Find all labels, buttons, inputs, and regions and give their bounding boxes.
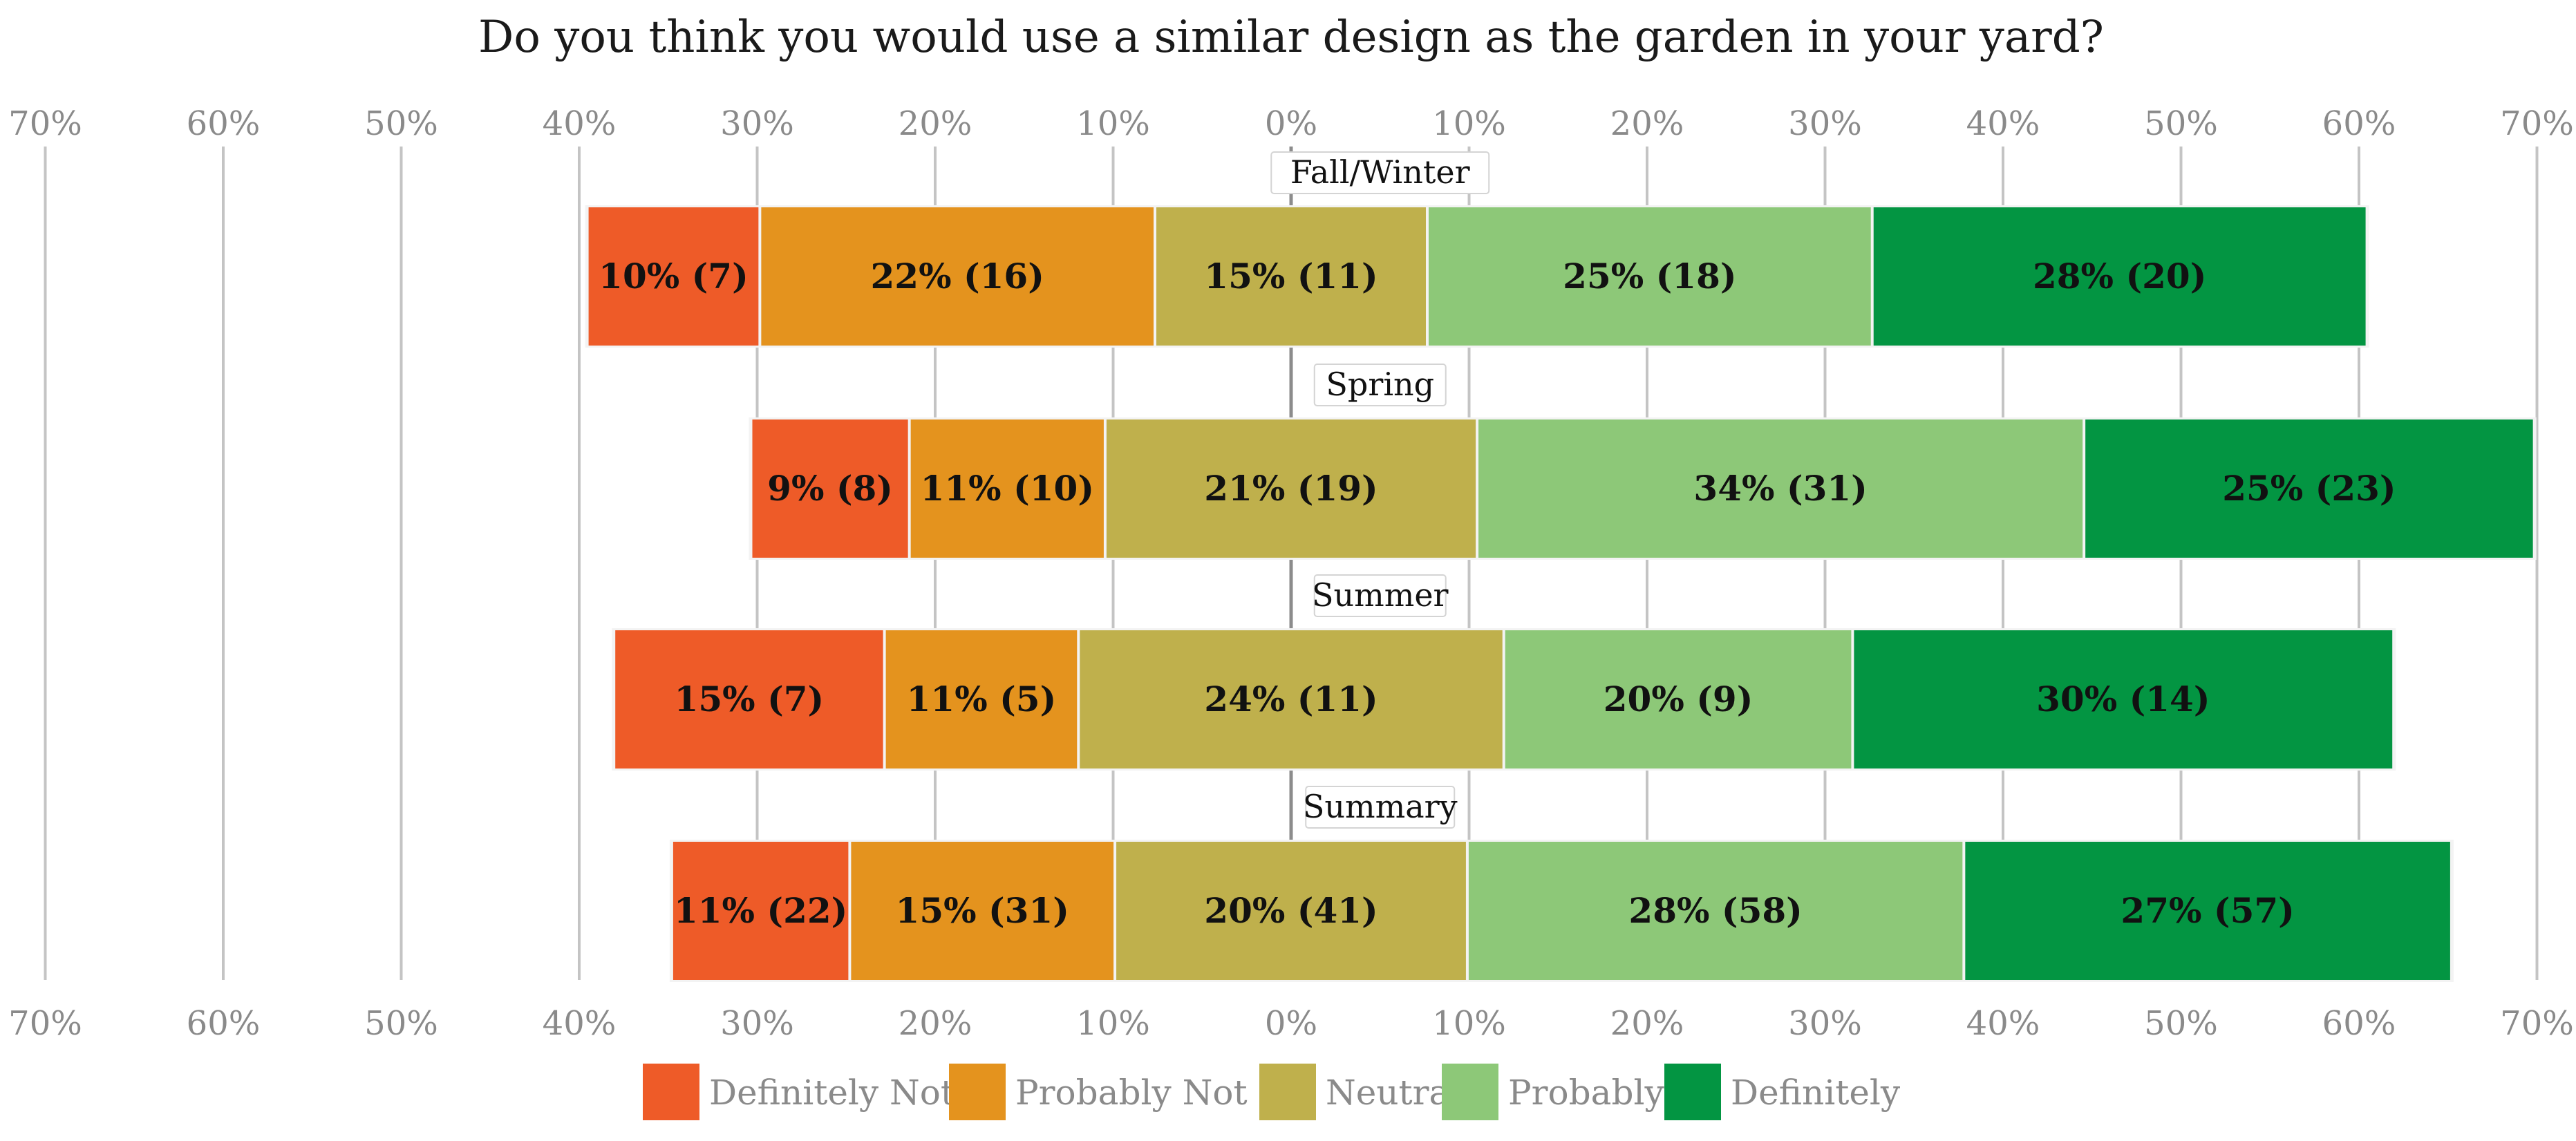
x-tick-label: 30%: [720, 1004, 794, 1043]
data-label: 15% (7): [675, 679, 825, 719]
x-tick-label: 60%: [187, 104, 261, 143]
bar-segment: [673, 842, 849, 980]
data-label: 9% (8): [767, 468, 893, 509]
x-tick-label: 20%: [899, 1004, 972, 1043]
x-tick-label: 30%: [720, 104, 794, 143]
x-tick-label: 40%: [1966, 1004, 2040, 1043]
x-tick-label: 50%: [364, 104, 438, 143]
bar-segment: [588, 207, 759, 346]
x-tick-label: 50%: [364, 1004, 438, 1043]
bar-group: 9% (8) 11% (10) 21% (19) 34% (31) 25% (23): [749, 417, 2537, 560]
bar-segment: [885, 630, 1078, 768]
bar-segment: [761, 207, 1154, 346]
x-tick-label: 60%: [2322, 1004, 2396, 1043]
data-label: 11% (5): [907, 679, 1057, 719]
x-tick-label: 20%: [1610, 1004, 1684, 1043]
bar-group: 10% (7) 22% (16) 15% (11) 25% (18) 28% (20): [585, 205, 2369, 348]
data-label: 15% (31): [896, 890, 1069, 931]
x-tick-label: 70%: [8, 104, 82, 143]
legend-label: Definitely Not: [709, 1073, 955, 1113]
facet-label: Summary: [1303, 788, 1458, 825]
facet-label-box: [1270, 151, 1490, 194]
x-tick-label: 60%: [187, 1004, 261, 1043]
x-tick-label: 70%: [8, 1004, 82, 1043]
x-tick-label: 20%: [899, 104, 972, 143]
bar-segment: [851, 842, 1114, 980]
data-label: 11% (22): [674, 890, 847, 931]
bar-group: 15% (7) 11% (5) 24% (11) 20% (9) 30% (14): [612, 628, 2396, 771]
data-label: 22% (16): [870, 256, 1044, 296]
bar-segment: [1428, 207, 1871, 346]
legend-swatch: [1442, 1064, 1498, 1120]
data-label: 24% (11): [1204, 679, 1378, 719]
bar-segment: [910, 419, 1104, 558]
data-label: 34% (31): [1693, 468, 1867, 509]
facet-label: Spring: [1326, 366, 1434, 403]
data-label: 11% (10): [921, 468, 1094, 509]
x-tick-label: 60%: [2322, 104, 2396, 143]
legend-swatch: [643, 1064, 699, 1120]
bar-segment: [1965, 842, 2450, 980]
facet-label-box: [1313, 364, 1447, 406]
bar-segment: [1080, 630, 1503, 768]
bar-segment: [1106, 419, 1476, 558]
data-label: 21% (19): [1204, 468, 1378, 509]
data-label: 25% (23): [2222, 468, 2396, 509]
x-tick-label: 10%: [1076, 104, 1150, 143]
x-tick-label: 70%: [2500, 104, 2574, 143]
data-label: 28% (58): [1628, 890, 1802, 931]
x-tick-label: 30%: [1788, 104, 1862, 143]
facet-label: Summer: [1312, 576, 1449, 614]
legend-label: Probably Not: [1015, 1073, 1248, 1113]
x-tick-label: 50%: [2144, 1004, 2218, 1043]
data-label: 27% (57): [2121, 890, 2294, 931]
facet-label: Fall/Winter: [1290, 153, 1470, 191]
x-tick-label: 10%: [1432, 1004, 1506, 1043]
data-label: 28% (20): [2033, 256, 2206, 296]
data-label: 15% (11): [1204, 256, 1378, 296]
bar-segment: [1873, 207, 2366, 346]
x-tick-label: 40%: [543, 1004, 617, 1043]
bar-segment: [1854, 630, 2393, 768]
x-tick-label: 40%: [1966, 104, 2040, 143]
bar-segment: [752, 419, 908, 558]
x-tick-label: 70%: [2500, 1004, 2574, 1043]
x-tick-label: 0%: [1265, 104, 1317, 143]
facet-label-box: [1313, 574, 1447, 617]
facet-label-box: [1305, 786, 1456, 829]
legend-label: Probably: [1508, 1073, 1664, 1113]
data-label: 20% (41): [1204, 890, 1378, 931]
legend-label: Definitely: [1731, 1073, 1901, 1113]
bars: 10% (7) 22% (16) 15% (11) 25% (18) 28% (20) 9…: [585, 205, 2537, 982]
data-label: 25% (18): [1563, 256, 1736, 296]
legend-swatch: [1664, 1064, 1721, 1120]
x-tick-label: 20%: [1610, 104, 1684, 143]
x-tick-label: 30%: [1788, 1004, 1862, 1043]
bar-segment: [1468, 842, 1963, 980]
bar-segment: [615, 630, 883, 768]
data-label: 30% (14): [2036, 679, 2210, 719]
x-axis-bottom: 70% 60% 50% 40% 30% 20% 10% 0% 10% 20% 30% 40% 50% 60…: [8, 1004, 2574, 1043]
chart-title: Do you think you would use a similar des…: [478, 12, 2104, 63]
bar-segment: [1478, 419, 2083, 558]
x-tick-label: 10%: [1076, 1004, 1150, 1043]
x-tick-label: 50%: [2144, 104, 2218, 143]
x-tick-label: 40%: [543, 104, 617, 143]
bar-group: 11% (22) 15% (31) 20% (41) 28% (58) 27% (57): [669, 840, 2454, 982]
legend-swatch: [949, 1064, 1006, 1120]
bar-segment: [1116, 842, 1466, 980]
bar-segment: [2085, 419, 2533, 558]
data-label: 20% (9): [1604, 679, 1754, 719]
x-axis-top: 70% 60% 50% 40% 30% 20% 10% 0% 10% 20% 30% 40% 50% 60…: [8, 104, 2574, 143]
bar-segment: [1156, 207, 1426, 346]
x-tick-label: 0%: [1265, 1004, 1317, 1043]
legend-label: Neutral: [1326, 1073, 1460, 1113]
legend: Definitely Not Probably Not Neutral Probabl…: [643, 1064, 1901, 1120]
x-tick-label: 10%: [1432, 104, 1506, 143]
data-label: 10% (7): [599, 256, 749, 296]
legend-swatch: [1259, 1064, 1316, 1120]
facet-labels: Fall/Winter Spring Summer Summary: [1270, 151, 1490, 829]
bar-segment: [1505, 630, 1852, 768]
